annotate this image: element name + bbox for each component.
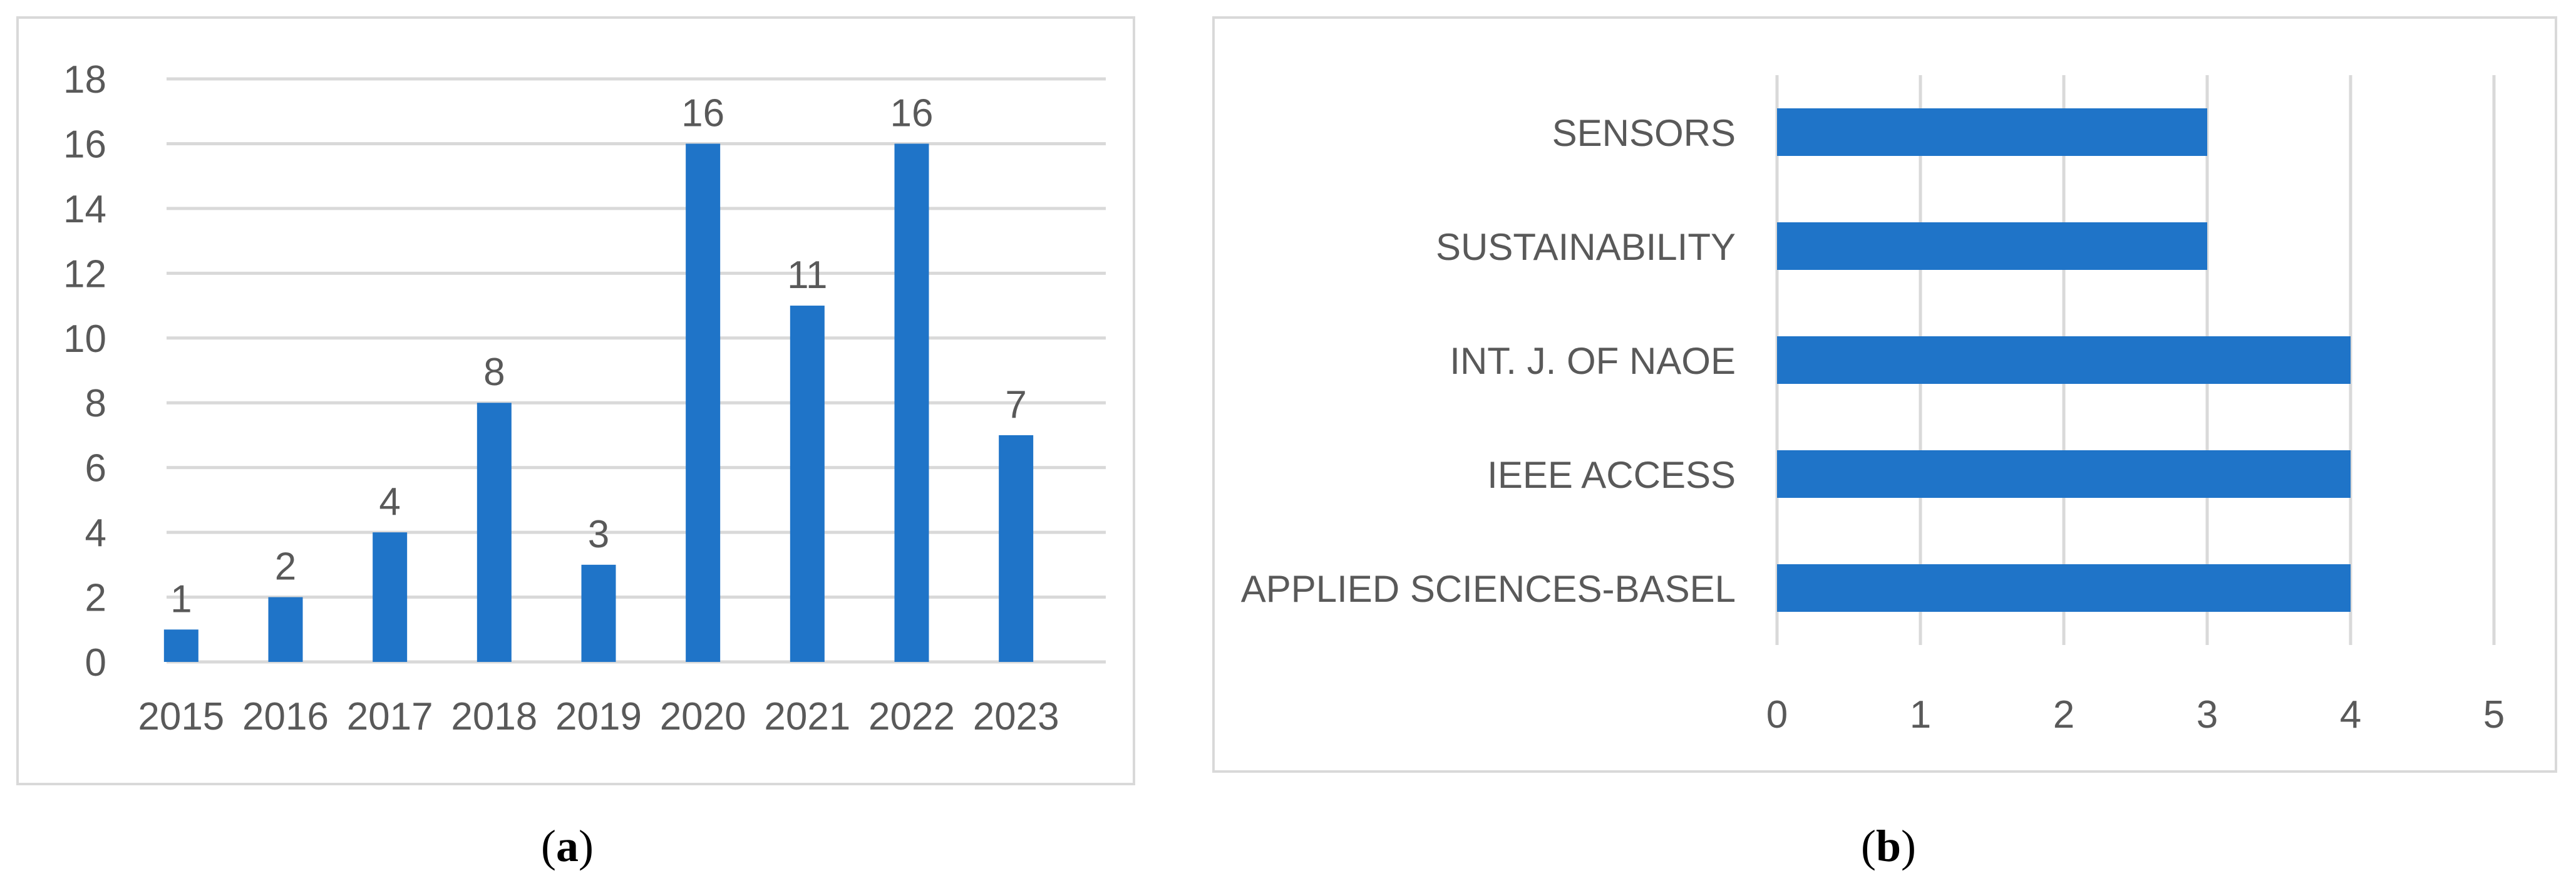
data-label: 16 (681, 91, 724, 135)
y-tick-label: 10 (63, 317, 106, 361)
x-tick-label: 2021 (764, 695, 850, 738)
bar (1777, 336, 2351, 384)
data-label: 11 (787, 254, 827, 297)
data-label: 4 (379, 480, 400, 524)
bar-chart-yearly: 0 2 4 6 8 10 12 14 16 18 1 2015 2 2016 4 2017 8 2018 3 2019… (63, 58, 1106, 738)
x-tick-label: 2016 (242, 695, 329, 738)
y-tick-label: 14 (63, 188, 106, 231)
x-tick-label: 2 (2053, 693, 2074, 736)
y-tick-label: 6 (85, 447, 106, 490)
y-tick-label: 2 (85, 577, 106, 620)
y-tick-label: 18 (63, 58, 106, 101)
category-label: APPLIED SCIENCES-BASEL (1241, 568, 1736, 610)
bar (581, 564, 616, 662)
data-label: 3 (588, 513, 609, 556)
x-tick-label: 2015 (138, 695, 224, 738)
x-tick-label: 2019 (555, 695, 642, 738)
data-label: 1 (170, 577, 192, 621)
category-label: SENSORS (1552, 112, 1736, 154)
data-label: 7 (1005, 383, 1026, 426)
x-tick-label: 3 (2197, 693, 2218, 736)
bar (373, 532, 408, 662)
bar (686, 143, 721, 662)
data-label: 16 (890, 91, 934, 135)
bar (790, 306, 825, 662)
data-label: 2 (275, 545, 296, 589)
x-tick-label: 2022 (868, 695, 955, 738)
bar (1777, 450, 2351, 498)
y-tick-label: 8 (85, 382, 106, 425)
chart-panel-a: 0 2 4 6 8 10 12 14 16 18 1 2015 2 2016 4 2017 8 2018 3 2019… (16, 16, 1135, 785)
bar (894, 143, 929, 662)
bar (1777, 108, 2207, 156)
x-tick-label: 2017 (347, 695, 433, 738)
caption-b: (b) (1860, 821, 1917, 871)
x-tick-label: 4 (2340, 693, 2361, 736)
bar (477, 403, 512, 662)
category-label: INT. J. OF NAOE (1450, 340, 1736, 382)
category-label: SUSTAINABILITY (1436, 226, 1736, 268)
x-tick-label: 1 (1910, 693, 1931, 736)
x-tick-label: 2023 (973, 695, 1059, 738)
y-tick-label: 4 (85, 512, 106, 555)
x-tick-label: 2020 (660, 695, 746, 738)
y-tick-label: 0 (85, 641, 106, 684)
category-label: IEEE ACCESS (1487, 454, 1736, 496)
bar (999, 435, 1034, 662)
y-tick-label: 16 (63, 123, 106, 166)
data-label: 8 (483, 351, 505, 394)
bar (163, 629, 198, 662)
bar (1777, 564, 2351, 612)
bar-chart-journals: 0 1 2 3 4 5 SENSORS SUSTAINABILITY INT. J. OF NA… (1241, 75, 2505, 736)
x-tick-label: 0 (1766, 693, 1788, 736)
caption-a: (a) (541, 821, 594, 871)
chart-panel-b: 0 1 2 3 4 5 SENSORS SUSTAINABILITY INT. J. OF NA… (1212, 16, 2557, 773)
bar (1777, 222, 2207, 270)
y-tick-label: 12 (63, 252, 106, 296)
bar (268, 597, 303, 662)
x-tick-label: 2018 (451, 695, 537, 738)
x-tick-label: 5 (2483, 693, 2505, 736)
